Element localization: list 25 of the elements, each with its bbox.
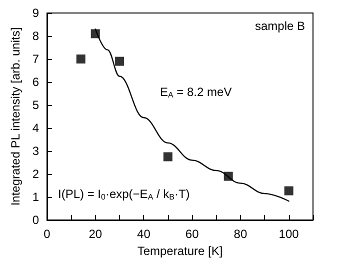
y-tick-label: 5 [32,98,40,112]
point [115,56,124,66]
y-tick-label: 0 [32,213,40,227]
point [224,172,233,181]
x-tick-label: 100 [278,227,300,241]
y-tick-label: 3 [32,144,40,158]
x-tick-label: 20 [88,227,102,241]
x-tick-label: 0 [44,227,51,241]
point [163,152,172,162]
y-tick-label: 6 [32,75,40,89]
x-tick-label: 60 [185,227,200,241]
y-tick-label: 9 [32,6,40,20]
y-tick-label: 7 [32,52,40,66]
y-tick-label: 2 [32,167,40,181]
point [284,186,294,196]
y-tick-label: 8 [32,29,40,43]
y-axis-title: Integrated PL intensity [arb. units] [8,27,22,206]
point [90,29,100,38]
x-tick-label: 80 [234,227,248,241]
y-tick-label: 4 [32,121,40,135]
x-tick-label: 40 [137,227,151,241]
x-axis-title: Temperature [K] [137,244,223,258]
annotation: sample B [254,19,306,33]
point [76,54,86,64]
y-tick-label: 1 [32,190,40,204]
